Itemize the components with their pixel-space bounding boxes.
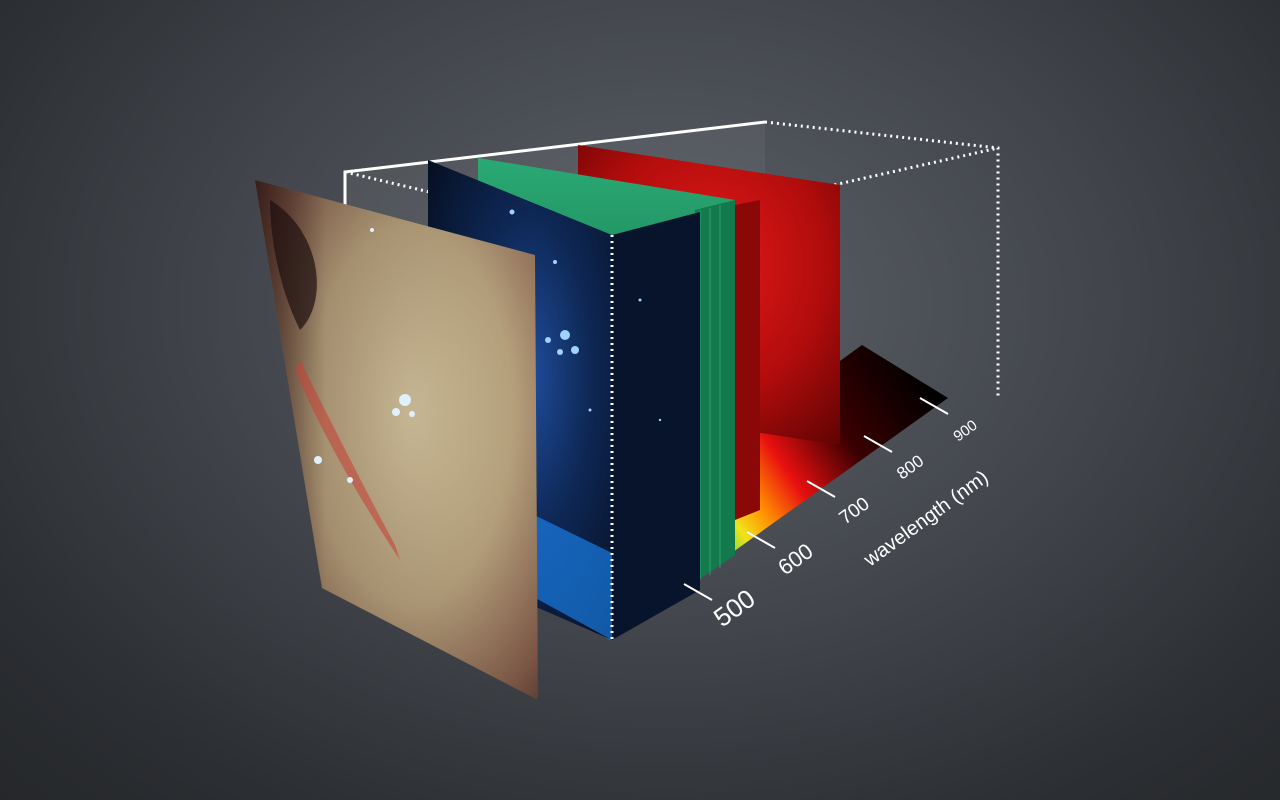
axis-tick-900 bbox=[919, 397, 949, 415]
wavelength-axis-label: wavelength (nm) bbox=[859, 466, 992, 571]
axis-tick-600 bbox=[746, 531, 776, 549]
axis-tick-700 bbox=[806, 480, 836, 498]
axis-tick-label-700: 700 bbox=[836, 493, 874, 529]
axis-tick-label-600: 600 bbox=[773, 538, 817, 580]
axis-tick-500 bbox=[683, 583, 713, 601]
axis-tick-label-500: 500 bbox=[708, 583, 761, 633]
axis-tick-label-800: 800 bbox=[893, 451, 927, 483]
axis-tick-800 bbox=[863, 435, 893, 453]
nebula-composite-image bbox=[255, 180, 538, 700]
